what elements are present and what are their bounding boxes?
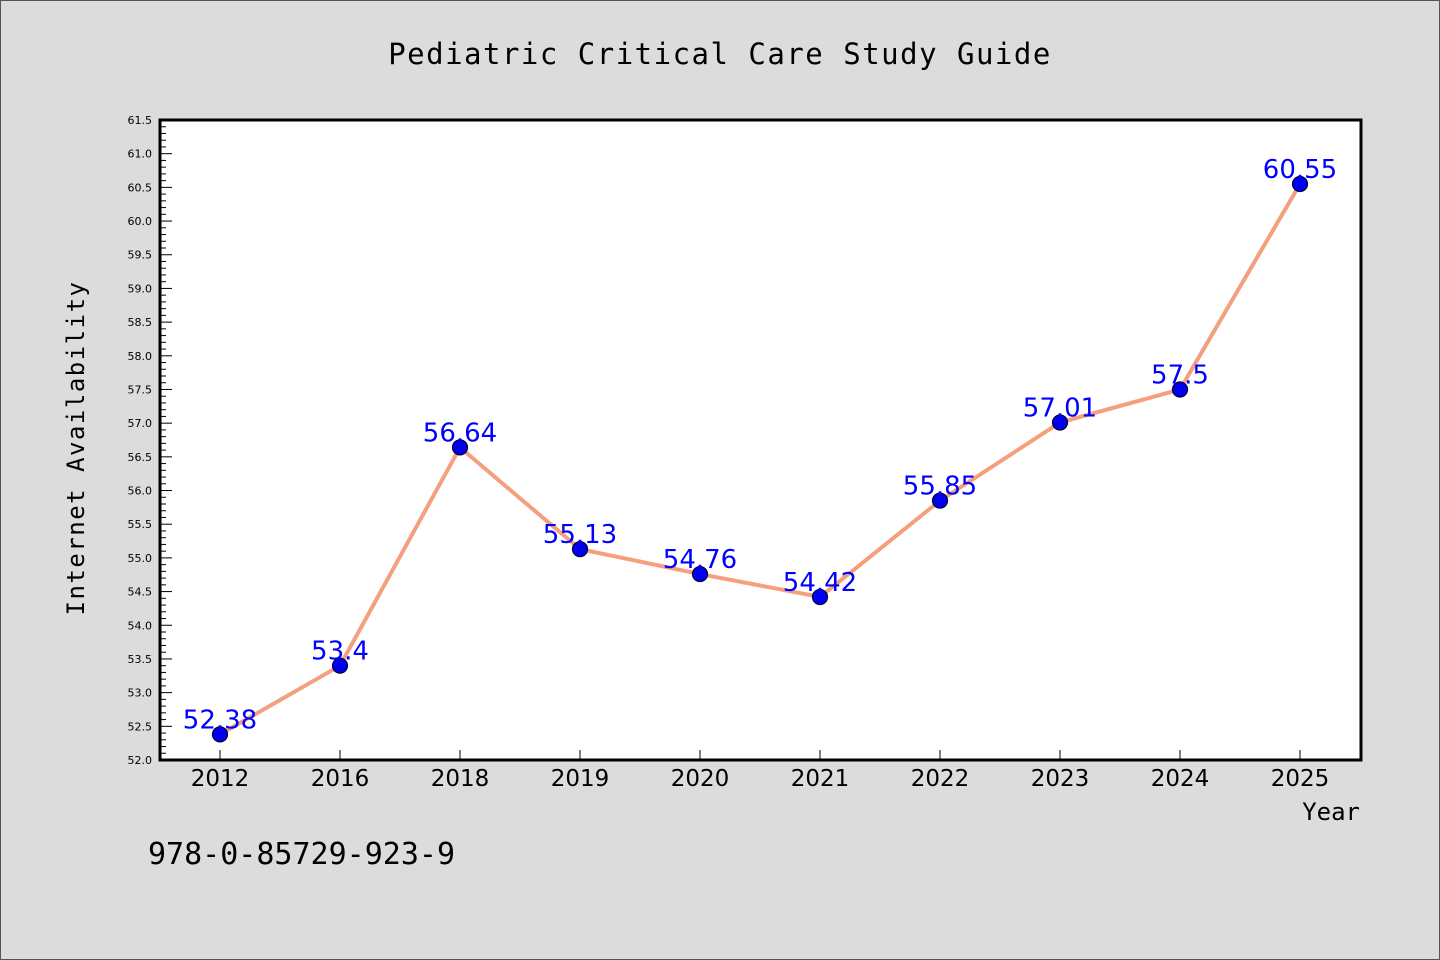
y-tick-label: 57.0 — [128, 417, 153, 430]
series-line — [218, 182, 1302, 737]
y-tick-label: 56.0 — [128, 485, 153, 498]
y-tick-label: 56.5 — [128, 451, 153, 464]
y-tick-label: 60.0 — [128, 215, 153, 228]
data-label: 52.38 — [183, 705, 257, 735]
y-tick-label: 58.0 — [128, 350, 153, 363]
series-line-group — [218, 182, 1302, 737]
y-tick-label: 53.5 — [128, 653, 153, 666]
plot-area — [158, 118, 1363, 762]
data-label: 53.4 — [311, 637, 369, 667]
isbn-text: 978-0-85729-923-9 — [148, 837, 455, 872]
data-label: 55.85 — [903, 472, 977, 502]
y-tick-label: 55.5 — [128, 518, 153, 531]
x-tick-label: 2024 — [1151, 766, 1210, 792]
data-point — [211, 726, 229, 743]
chart-title: Pediatric Critical Care Study Guide — [388, 37, 1052, 71]
y-tick-label: 53.0 — [128, 687, 153, 700]
x-tick-label: 2025 — [1271, 766, 1330, 792]
y-tick-label: 55.0 — [128, 552, 153, 565]
x-tick-label: 2023 — [1031, 766, 1090, 792]
data-point — [1051, 414, 1069, 431]
y-tick-label: 54.5 — [128, 586, 153, 599]
data-point — [931, 492, 949, 509]
y-tick-label: 60.5 — [128, 181, 153, 194]
x-tick-label: 2021 — [791, 766, 850, 792]
y-tick-label: 52.5 — [128, 720, 153, 733]
x-tick-label: 2018 — [431, 766, 490, 792]
data-point — [1291, 175, 1309, 193]
x-tick-label: 2022 — [911, 766, 970, 792]
data-label: 54.76 — [663, 545, 737, 575]
data-label: 57.5 — [1151, 360, 1209, 390]
data-point — [691, 565, 709, 583]
y-axis-label: Internet Availability — [62, 281, 90, 616]
x-tick-label: 2020 — [671, 766, 730, 792]
y-tick-label: 52.0 — [128, 754, 153, 767]
data-point — [451, 439, 469, 456]
data-label: 54.42 — [783, 568, 857, 598]
x-axis-label: Year — [1302, 798, 1360, 826]
y-tick-label: 61.5 — [128, 114, 153, 127]
data-point — [811, 588, 829, 606]
data-label: 57.01 — [1023, 393, 1097, 423]
data-point — [1171, 381, 1189, 398]
x-tick-label: 2012 — [191, 766, 250, 792]
y-tick-label: 59.0 — [128, 282, 153, 295]
y-axis: 52.0 52.5 53.0 53.5 54.0 54.5 55.0 55.5 56.0 56.5… — [128, 114, 172, 767]
x-tick-label: 2019 — [551, 766, 610, 792]
x-axis: 2012 2016 2018 2019 2020 2021 2022 2023 2024 2025 — [191, 750, 1330, 792]
data-point — [571, 541, 589, 558]
data-point — [331, 657, 349, 674]
y-tick-label: 58.5 — [128, 316, 153, 329]
data-label-group: 52.38 53.4 56.64 55.13 54.76 54.42 55.85 57.01 5… — [183, 155, 1337, 735]
data-label: 55.13 — [543, 520, 617, 550]
y-tick-label: 59.5 — [128, 249, 153, 262]
x-tick-label: 2016 — [311, 766, 370, 792]
y-tick-label: 57.5 — [128, 383, 153, 396]
marker-group — [211, 175, 1309, 743]
y-tick-label: 54.0 — [128, 619, 153, 632]
data-label: 60.55 — [1263, 155, 1337, 185]
y-tick-label: 61.0 — [128, 148, 153, 161]
data-label: 56.64 — [423, 418, 497, 448]
